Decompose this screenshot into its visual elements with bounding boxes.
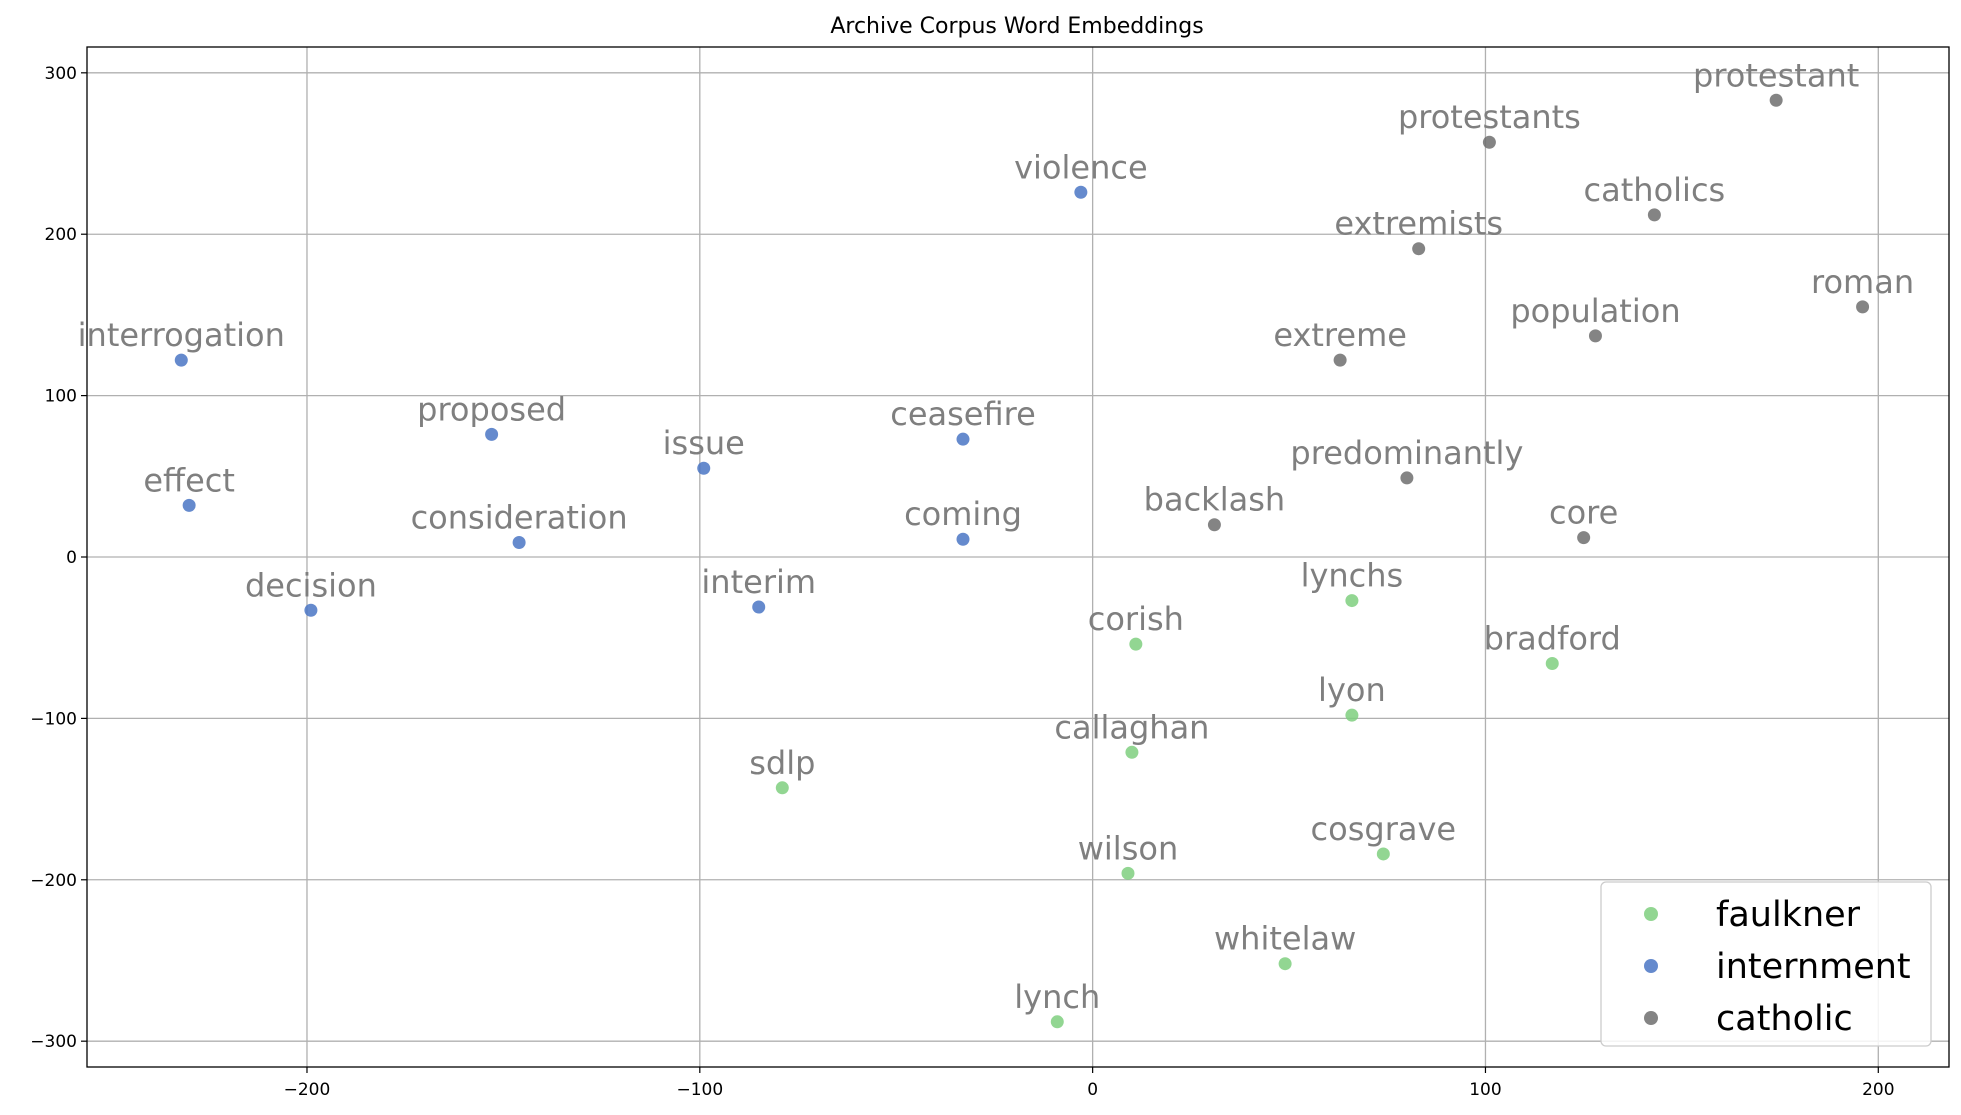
point-faulkner xyxy=(1545,657,1559,671)
point-internment xyxy=(304,603,318,617)
data-points xyxy=(174,93,1870,1029)
point-catholic xyxy=(1482,135,1496,149)
point-label: violence xyxy=(1014,148,1148,186)
point-label: corish xyxy=(1088,600,1184,638)
grid xyxy=(87,47,1949,1067)
point-label: consideration xyxy=(411,498,628,536)
point-catholic xyxy=(1856,300,1870,314)
x-tick-label: −200 xyxy=(284,1080,331,1100)
legend-label: internment xyxy=(1716,947,1911,987)
point-faulkner xyxy=(1345,708,1359,722)
y-tick-label: 300 xyxy=(45,64,77,84)
point-label: protestant xyxy=(1693,56,1859,94)
chart-title: Archive Corpus Word Embeddings xyxy=(830,14,1203,39)
point-label: decision xyxy=(245,566,377,604)
point-catholic xyxy=(1577,531,1591,545)
point-internment xyxy=(956,432,970,446)
point-faulkner xyxy=(1278,957,1292,971)
point-catholic xyxy=(1647,208,1661,222)
point-internment xyxy=(485,427,499,441)
point-catholic xyxy=(1769,93,1783,107)
plot-frame xyxy=(86,46,1950,1068)
point-label: bradford xyxy=(1484,620,1621,658)
point-label: protestants xyxy=(1398,98,1581,136)
point-internment xyxy=(1074,185,1088,199)
point-label: population xyxy=(1510,292,1680,330)
point-label: catholics xyxy=(1584,171,1726,209)
point-catholic xyxy=(1333,353,1347,367)
y-tick-label: 100 xyxy=(45,387,77,407)
y-tick-label: 200 xyxy=(45,225,77,245)
legend-label: faulkner xyxy=(1716,895,1861,935)
y-tick-label: −300 xyxy=(30,1032,77,1052)
point-label: backlash xyxy=(1144,481,1286,519)
point-label: proposed xyxy=(417,390,566,428)
point-label: extremists xyxy=(1334,205,1503,243)
point-internment xyxy=(512,535,526,549)
point-label: core xyxy=(1549,494,1618,532)
point-catholic xyxy=(1207,518,1221,532)
x-tick-label: 200 xyxy=(1862,1080,1894,1100)
point-faulkner xyxy=(1345,594,1359,608)
point-label: cosgrave xyxy=(1311,810,1457,848)
point-label: issue xyxy=(663,424,745,462)
point-label: predominantly xyxy=(1290,434,1523,472)
legend-box xyxy=(1600,881,1932,1047)
x-tick-label: −100 xyxy=(676,1080,723,1100)
point-internment xyxy=(697,461,711,475)
point-internment xyxy=(956,532,970,546)
x-tick-label: 0 xyxy=(1087,1080,1098,1100)
x-tick-label: 100 xyxy=(1469,1080,1501,1100)
point-label: whitelaw xyxy=(1214,920,1356,958)
point-faulkner xyxy=(775,781,789,795)
point-label: roman xyxy=(1811,263,1914,301)
point-label: lynch xyxy=(1014,978,1100,1016)
legend: faulkner internment catholic xyxy=(1600,881,1932,1047)
y-tick-label: −100 xyxy=(30,709,77,729)
point-label: coming xyxy=(904,495,1022,533)
point-labels: lynchs corish bradford lyon callaghan sdlp cos… xyxy=(78,56,1914,1016)
y-tick-label: −200 xyxy=(30,871,77,891)
point-internment xyxy=(174,353,188,367)
point-faulkner xyxy=(1121,866,1135,880)
point-internment xyxy=(752,600,766,614)
point-faulkner xyxy=(1050,1015,1064,1029)
point-catholic xyxy=(1400,471,1414,485)
point-label: sdlp xyxy=(749,744,815,782)
point-label: effect xyxy=(143,461,235,499)
point-catholic xyxy=(1588,329,1602,343)
axis-ticks: −200 −100 0 100 200 −300 −200 −100 0 100 200 300 xyxy=(30,64,1894,1100)
point-faulkner xyxy=(1129,637,1143,651)
point-faulkner xyxy=(1376,847,1390,861)
point-label: lynchs xyxy=(1301,557,1404,595)
point-label: ceasefire xyxy=(890,395,1036,433)
point-catholic xyxy=(1412,242,1426,256)
point-internment xyxy=(182,498,196,512)
legend-marker-catholic xyxy=(1644,1011,1658,1025)
legend-marker-faulkner xyxy=(1644,907,1658,921)
legend-marker-internment xyxy=(1644,959,1658,973)
point-label: wilson xyxy=(1078,829,1178,867)
point-label: lyon xyxy=(1318,671,1386,709)
point-label: extreme xyxy=(1273,316,1407,354)
point-faulkner xyxy=(1125,745,1139,759)
legend-label: catholic xyxy=(1716,999,1853,1039)
y-tick-label: 0 xyxy=(66,548,77,568)
point-label: interim xyxy=(701,563,816,601)
point-label: callaghan xyxy=(1054,708,1209,746)
point-label: interrogation xyxy=(78,316,285,354)
